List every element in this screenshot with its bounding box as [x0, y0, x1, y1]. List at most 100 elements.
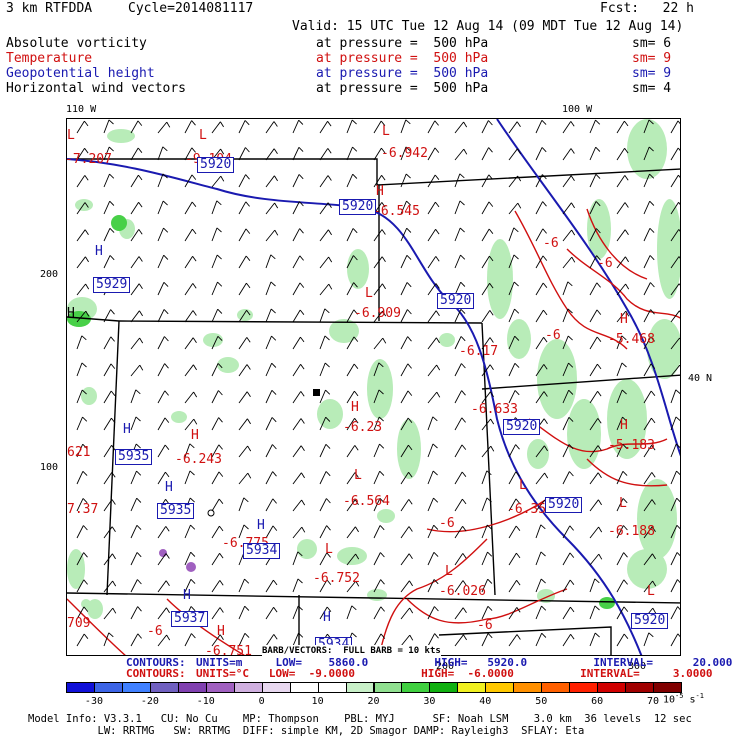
wind-barb	[481, 364, 491, 377]
wind-barb	[616, 633, 625, 647]
wind-barb	[265, 148, 275, 161]
temperature-label: 621	[67, 445, 91, 460]
wind-barb	[103, 201, 111, 215]
wind-barb-flag	[515, 444, 520, 450]
temperature-contour	[514, 210, 628, 350]
wind-barb-flag	[220, 148, 225, 155]
colorbar-segment	[149, 682, 179, 693]
wind-barb	[670, 147, 679, 161]
wind-barb	[427, 633, 435, 647]
wind-barb	[616, 256, 626, 269]
wind-barb	[643, 228, 651, 242]
wind-barb	[616, 525, 624, 539]
wind-barb-flag	[324, 308, 330, 314]
wind-barb-flag	[623, 552, 628, 558]
wind-barb-flag	[136, 497, 142, 503]
wind-barb-flag	[137, 633, 142, 639]
lat-label-40n: 40 N	[688, 373, 713, 384]
wind-barb	[292, 336, 301, 350]
temperature-label: H	[217, 624, 225, 639]
wind-barb-flag	[353, 255, 358, 261]
wind-barb	[616, 310, 627, 323]
wind-barb	[265, 471, 273, 485]
wind-barb	[346, 282, 354, 296]
wind-barb	[103, 526, 113, 539]
wind-barb	[76, 362, 83, 377]
model-info-line-2: LW: RRTMG SW: RRTMG DIFF: simple KM, 2D …	[28, 725, 585, 737]
wind-barb-flag	[84, 148, 89, 154]
boundary-line	[438, 626, 612, 655]
wind-barb-flag	[245, 255, 251, 261]
wind-barb	[400, 336, 408, 350]
wind-barb	[184, 418, 195, 431]
wind-barb	[238, 445, 248, 458]
wind-barb	[562, 281, 569, 296]
wind-barb	[670, 229, 680, 242]
wind-barb-flag	[595, 201, 601, 207]
wind-barb	[265, 202, 275, 215]
valid-time: Valid: 15 UTC Tue 12 Aug 14 (09 MDT Tue …	[292, 19, 684, 34]
wind-barb-flag	[325, 389, 331, 395]
wind-barb-flag	[162, 200, 168, 206]
height-label: H	[165, 480, 173, 495]
wind-barb-flag	[138, 256, 143, 262]
wind-barb	[211, 281, 218, 296]
wind-barb-flag	[191, 174, 197, 180]
wind-barb	[76, 229, 86, 242]
wind-barb-flag	[435, 256, 440, 262]
wind-barb	[103, 255, 111, 269]
wind-barb	[157, 363, 165, 377]
wind-barb-flag	[192, 310, 197, 316]
wind-barb	[373, 443, 380, 458]
wind-barb	[427, 606, 435, 620]
wind-barb	[508, 390, 516, 404]
wind-barb	[76, 175, 86, 188]
wind-barb	[292, 445, 302, 458]
height-label: H	[183, 588, 191, 603]
wind-barb-flag	[517, 202, 522, 209]
colorbar-tick-label: 40	[479, 696, 492, 707]
wind-barb	[562, 606, 571, 620]
cycle-label: Cycle=2014081117	[128, 1, 254, 16]
wind-barb	[211, 309, 219, 323]
wind-barb-flag	[514, 390, 520, 396]
wind-barb-flag	[380, 579, 385, 585]
wind-barb-flag	[622, 416, 628, 422]
wind-barb-flag	[543, 391, 548, 397]
wind-barb	[616, 606, 625, 620]
wind-barb	[562, 579, 571, 593]
wind-barb	[454, 526, 463, 539]
wind-barb	[400, 390, 409, 404]
wind-barb-flag	[487, 551, 493, 557]
wind-barb	[616, 389, 623, 404]
wind-barb-flag	[299, 309, 305, 315]
wind-barb-flag	[299, 255, 304, 261]
wind-barb-flag	[570, 121, 575, 127]
wind-barb-flag	[353, 282, 358, 288]
wind-barb-flag	[81, 362, 87, 368]
wind-barb-flag	[436, 391, 441, 398]
wind-barb-flag	[594, 578, 600, 584]
colorbar-tick-label: 70	[647, 696, 660, 707]
wind-barb-flag	[676, 497, 680, 503]
wind-barb-flag	[138, 174, 143, 181]
wind-barb	[184, 633, 192, 647]
wind-barb-flag	[486, 497, 492, 503]
wind-barb	[616, 283, 626, 296]
wind-barb	[535, 578, 542, 593]
colorbar-segment	[345, 682, 375, 693]
colorbar-segment	[485, 682, 515, 693]
wind-barb-flag	[244, 578, 250, 584]
wind-barb-flag	[166, 121, 171, 128]
wind-barb	[346, 228, 354, 242]
wind-barb	[427, 416, 434, 431]
wind-barb	[454, 254, 461, 269]
wind-barb	[130, 256, 140, 269]
wind-barb-flag	[273, 579, 278, 586]
wind-barb-flag	[351, 632, 357, 638]
temperature-label: L	[199, 128, 207, 143]
wind-barb-flag	[571, 229, 576, 236]
wind-barb	[400, 634, 411, 647]
wind-barb-flag	[243, 524, 249, 530]
wind-barb	[589, 363, 598, 377]
